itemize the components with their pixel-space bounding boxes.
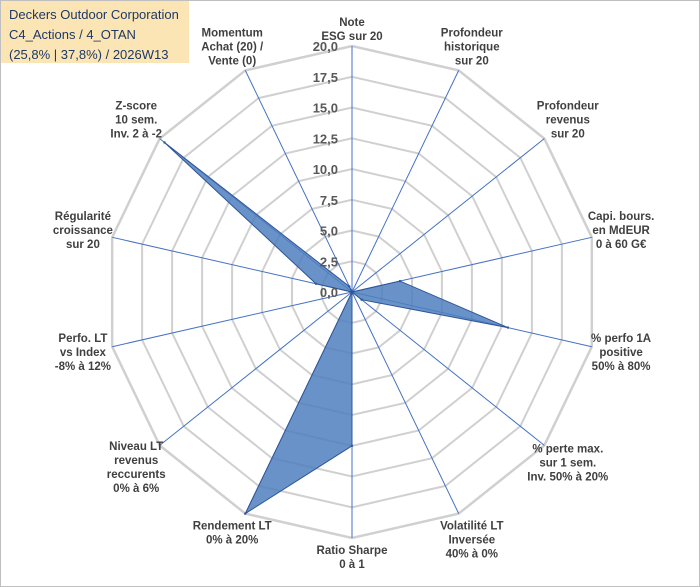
axis-label-4: % perfo 1A positive 50% à 80% [591, 333, 651, 373]
tick-label-3: 7,5 [320, 193, 338, 208]
axis-label-1: Profondeur historique sur 20 [441, 27, 503, 67]
tick-label-8: 20,0 [313, 39, 338, 54]
data-point-3 [398, 279, 402, 283]
axis-label-10-line-2: -8% à 12% [55, 361, 111, 373]
axis-label-12-line-2: Inv. 2 à -2 [110, 129, 162, 141]
spoke-13 [244, 70, 353, 293]
tick-label-1: 2,5 [320, 254, 338, 269]
chart-title-box: Deckers Outdoor Corporation C4_Actions /… [1, 1, 189, 63]
tick-label-5: 12,5 [313, 131, 338, 146]
tick-label-0: 0,0 [320, 285, 338, 300]
axis-label-6-line-2: 40% à 0% [446, 549, 498, 561]
axis-label-1-line-1: historique [444, 41, 500, 53]
axis-label-3-line-2: 0 à 60 G€ [596, 239, 647, 251]
radar-axis-labels: Note ESG sur 20 Profondeur historique sur 20… [53, 17, 654, 571]
axis-label-4-line-2: 50% à 80% [592, 361, 651, 373]
axis-label-4-line-0: % perfo 1A [591, 333, 651, 345]
chart-title-category: C4_Actions / 4_OTAN [9, 27, 136, 42]
data-point-12 [163, 141, 166, 144]
axis-label-3-line-1: en MdEUR [592, 225, 650, 237]
axis-label-11-line-2: sur 20 [66, 239, 100, 251]
axis-label-5-line-0: % perte max. [532, 444, 603, 456]
series-area-0 [164, 142, 509, 515]
axis-label-9-line-0: Niveau LT [109, 441, 163, 453]
axis-label-11-line-0: Régularité [55, 211, 111, 223]
axis-label-11: Régularité croissance sur 20 [53, 211, 113, 251]
axis-label-0-line-1: ESG sur 20 [321, 31, 382, 43]
axis-label-3-line-0: Capi. bours. [588, 211, 654, 223]
axis-label-12: Z-score 10 sem. Inv. 2 à -2 [110, 101, 162, 141]
radar-tick-labels: 0,0 2,5 5,0 7,5 10,0 12,5 15,0 17,5 20,0 [313, 39, 338, 300]
axis-label-2-line-1: revenus [546, 115, 590, 127]
axis-label-13-line-2: Vente (0) [208, 55, 256, 67]
axis-label-0: Note ESG sur 20 [321, 17, 382, 43]
axis-label-12-line-0: Z-score [115, 101, 157, 113]
chart-title-stats: (25,8% | 37,8%) / 2026W13 [9, 47, 169, 62]
axis-label-7-line-1: 0 à 1 [339, 559, 365, 571]
data-point-11 [314, 282, 318, 285]
axis-label-2: Profondeur revenus sur 20 [537, 101, 599, 141]
axis-label-6-line-1: Inversée [448, 535, 495, 547]
data-point-8 [244, 512, 247, 515]
axis-label-3: Capi. bours. en MdEUR 0 à 60 G€ [588, 211, 654, 251]
axis-label-8-line-0: Rendement LT [193, 521, 272, 533]
axis-label-7-line-0: Ratio Sharpe [317, 545, 388, 557]
spoke-9 [159, 291, 353, 446]
axis-label-7: Ratio Sharpe 0 à 1 [317, 545, 388, 571]
axis-label-8: Rendement LT 0% à 20% [193, 521, 272, 547]
axis-label-13-line-0: Momentum [202, 27, 263, 39]
radar-series [163, 141, 510, 515]
axis-label-13-line-1: Achat (20) / [201, 41, 264, 53]
axis-label-2-line-0: Profondeur [537, 101, 599, 113]
spoke-2 [351, 138, 545, 293]
axis-label-9: Niveau LT revenus reccurents 0% à 6% [107, 441, 166, 495]
spoke-6 [351, 291, 460, 514]
axis-label-9-line-1: revenus [114, 455, 158, 467]
spoke-10 [112, 291, 353, 348]
axis-label-1-line-0: Profondeur [441, 27, 503, 39]
axis-label-1-line-2: sur 20 [455, 55, 489, 67]
data-point-5 [360, 298, 363, 301]
axis-label-9-line-2: reccurents [107, 469, 166, 481]
spoke-11 [112, 236, 353, 293]
axis-label-8-line-1: 0% à 20% [206, 535, 258, 547]
axis-label-13: Momentum Achat (20) / Vente (0) [201, 27, 264, 67]
axis-label-12-line-1: 10 sem. [115, 115, 157, 127]
axis-label-6: Volatilité LT Inversée 40% à 0% [440, 521, 503, 561]
tick-label-4: 10,0 [313, 162, 338, 177]
axis-label-5: % perte max. sur 1 sem. Inv. 50% à 20% [527, 444, 608, 484]
axis-label-11-line-1: croissance [53, 225, 113, 237]
tick-label-7: 17,5 [313, 70, 338, 85]
axis-label-10-line-0: Perfo. LT [58, 333, 107, 345]
axis-label-5-line-1: sur 1 sem. [539, 458, 596, 470]
data-point-4 [506, 326, 510, 329]
data-point-7 [350, 444, 354, 447]
spoke-5 [351, 291, 545, 446]
axis-label-2-line-2: sur 20 [551, 129, 585, 141]
axis-label-9-line-3: 0% à 6% [113, 483, 159, 495]
tick-label-6: 15,0 [313, 101, 338, 116]
spoke-1 [351, 70, 460, 293]
data-point-10 [350, 290, 354, 294]
axis-label-4-line-1: positive [599, 347, 642, 359]
axis-label-10: Perfo. LT vs Index -8% à 12% [55, 333, 111, 373]
tick-label-2: 5,0 [320, 224, 338, 239]
axis-label-6-line-0: Volatilité LT [440, 521, 503, 533]
axis-label-0-line-0: Note [339, 17, 365, 29]
chart-title-company: Deckers Outdoor Corporation [9, 7, 179, 22]
axis-label-5-line-2: Inv. 50% à 20% [527, 472, 608, 484]
axis-label-10-line-1: vs Index [60, 347, 107, 359]
data-point-13 [348, 285, 351, 288]
